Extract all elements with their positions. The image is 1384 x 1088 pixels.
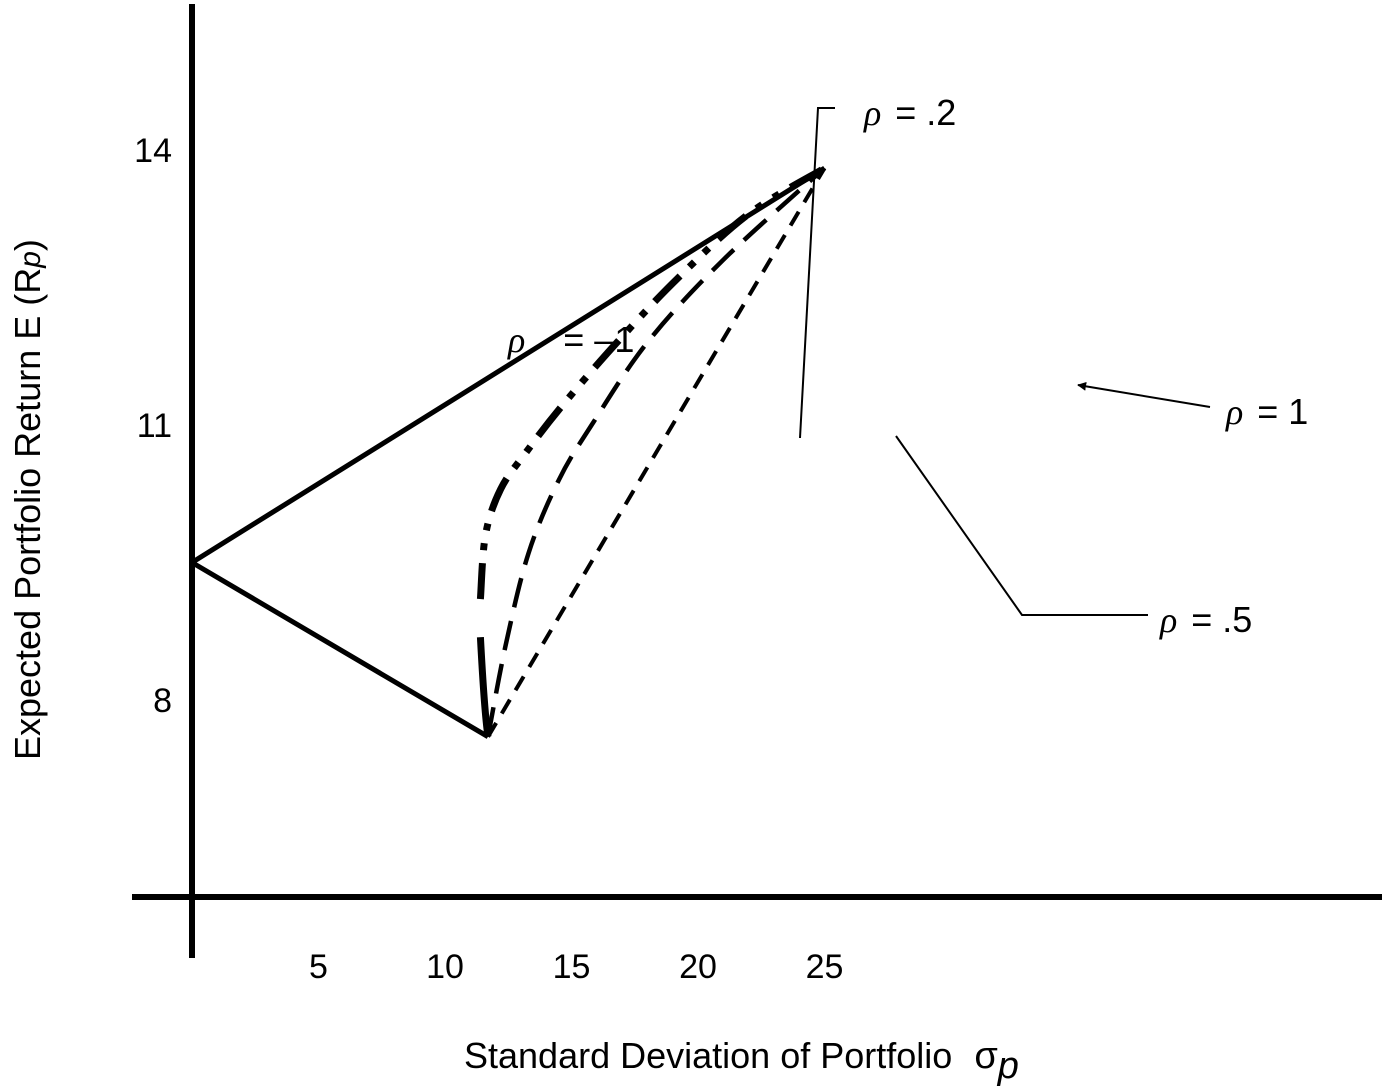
y-tick-label: 11	[137, 407, 172, 445]
series-line-2	[485, 166, 827, 738]
x-tick-label: 10	[426, 948, 464, 986]
x-axis-sigma: σ	[974, 1035, 997, 1077]
y-tick-label: 14	[134, 132, 172, 170]
series-line-1	[476, 165, 827, 600]
rho-symbol: ρ	[1159, 600, 1177, 640]
x-tick-label: 20	[679, 948, 717, 986]
label-rho-0.2: ρ = .2	[863, 92, 956, 133]
y-tick-label: 8	[153, 682, 172, 720]
rho-symbol: ρ	[1225, 392, 1243, 432]
x-axis-label: Standard Deviation of Portfolio σp	[464, 1035, 1019, 1087]
x-tick-label: 25	[806, 948, 844, 986]
series-line-1-tail	[476, 636, 492, 738]
series-layer	[189, 165, 827, 739]
y-axis-label-text: Expected Portfolio Return E (R	[7, 268, 48, 760]
label-rho-minus-1: ρ = –1	[507, 319, 634, 360]
series-line-0	[189, 165, 826, 739]
y-axis-label: Expected Portfolio Return E (Rp)	[7, 239, 48, 760]
y-axis-close: )	[7, 239, 48, 251]
label-rho-minus-1-value: = –1	[563, 319, 634, 360]
rho-symbol: ρ	[863, 93, 881, 133]
series-line-3	[486, 167, 827, 738]
leader-line-rho-0.2	[799, 107, 835, 439]
label-rho-0.5-value: = .5	[1191, 599, 1252, 640]
x-tick-label: 15	[553, 948, 591, 986]
label-rho-0.2-value: = .2	[895, 92, 956, 133]
x-tick-label: 5	[309, 948, 328, 986]
y-axis-sub: p	[14, 251, 47, 269]
label-rho-1-value: = 1	[1257, 391, 1308, 432]
label-rho-0.5: ρ = .5	[1159, 599, 1252, 640]
label-rho-1: ρ = 1	[1225, 391, 1308, 432]
leader-arrow-rho-1	[1077, 381, 1211, 408]
x-axis-sub: p	[997, 1045, 1019, 1087]
x-axis-label-text: Standard Deviation of Portfolio	[464, 1035, 952, 1076]
rho-symbol: ρ	[507, 320, 525, 360]
tick-layer: 5 10 15 20 25 8 11 14	[134, 132, 843, 986]
leader-line-rho-0.5	[895, 435, 1148, 616]
